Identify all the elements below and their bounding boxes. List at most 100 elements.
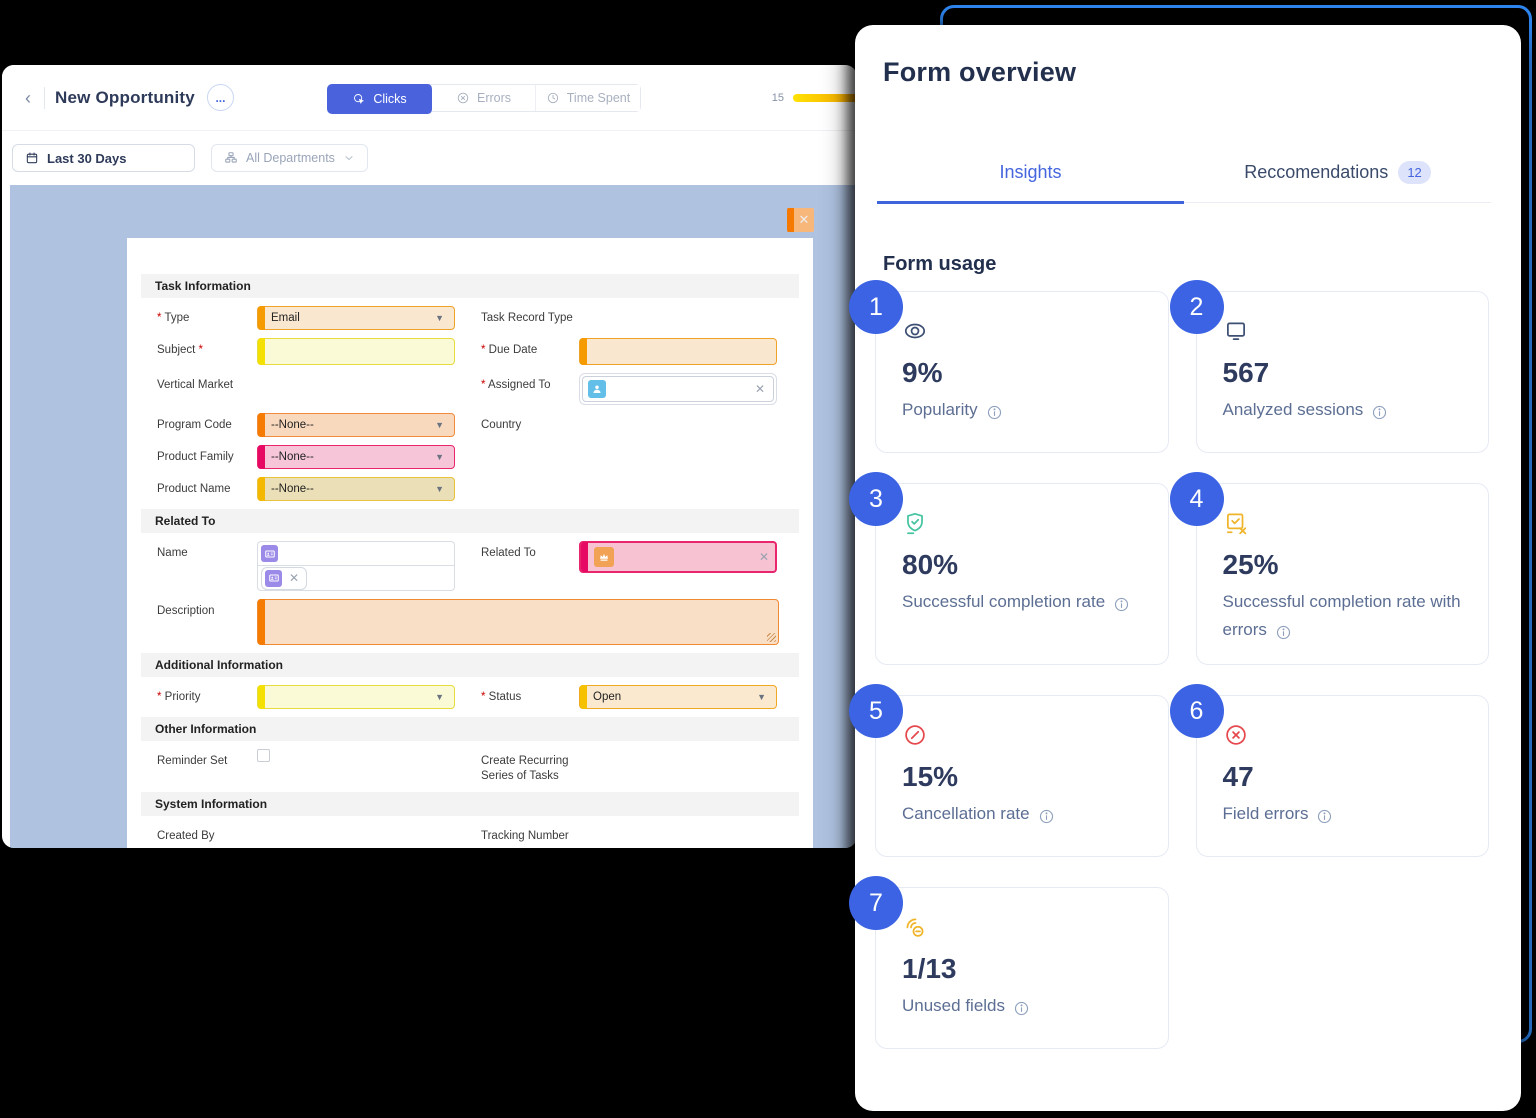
metric-value: 47 — [1222, 761, 1254, 793]
monitor-icon — [1223, 318, 1249, 344]
close-heat-button[interactable]: ✕ — [787, 208, 814, 232]
metric-value: 567 — [1222, 357, 1270, 388]
heat-intensity-bar — [581, 542, 588, 572]
back-button[interactable]: ‹ — [16, 86, 40, 110]
overview-tab-bar: Insights Reccomendations 12 — [877, 143, 1491, 204]
dropdown-arrow-icon: ▼ — [757, 692, 766, 702]
metric-card-successful-completion-rate: 3 80% Successful completion rate — [849, 472, 1169, 666]
heat-gradient-bar — [793, 94, 857, 102]
description-textarea[interactable] — [257, 599, 779, 645]
tab-clicks[interactable]: Clicks — [327, 84, 433, 114]
info-icon[interactable] — [1034, 803, 1053, 824]
assigned-to-lookup[interactable]: ✕ — [579, 373, 777, 405]
step-number-badge: 4 — [1169, 472, 1224, 526]
product-family-select[interactable]: --None-- ▼ — [257, 445, 455, 469]
info-icon[interactable] — [1109, 591, 1129, 612]
name-lookup[interactable]: ✕ — [257, 541, 455, 591]
field-label: Reminder Set — [157, 755, 228, 767]
field-label: Product Name — [157, 483, 231, 495]
info-icon[interactable] — [982, 399, 1001, 420]
form-row: Product Family --None-- ▼ — [157, 445, 799, 469]
x-circle-icon — [1223, 722, 1249, 748]
metric-label: Field errors — [1223, 800, 1465, 828]
step-number-badge: 6 — [1169, 684, 1224, 739]
form-row: Product Name --None-- ▼ — [157, 477, 799, 501]
section-header: Additional Information — [141, 653, 799, 677]
due-date-input[interactable] — [579, 338, 777, 365]
field-label: Description — [157, 605, 215, 617]
departments-filter[interactable]: All Departments — [211, 144, 368, 172]
heat-intensity-bar — [787, 208, 794, 232]
field-label: Subject * — [157, 344, 204, 356]
metric-value: 9% — [902, 357, 943, 388]
type-select[interactable]: Email ▼ — [257, 306, 455, 330]
clear-icon[interactable]: ✕ — [754, 382, 765, 396]
info-icon[interactable] — [1367, 399, 1387, 420]
tab-label: Clicks — [373, 92, 407, 106]
org-chart-icon — [225, 152, 237, 163]
selected-value: --None-- — [271, 419, 314, 431]
tab-reccomendations[interactable]: Reccomendations 12 — [1184, 143, 1491, 202]
subject-input[interactable] — [257, 338, 455, 365]
filter-bar: Last 30 Days All Departments — [2, 131, 857, 185]
tab-errors[interactable]: Errors — [432, 85, 536, 111]
info-icon[interactable] — [1009, 995, 1029, 1016]
program-code-select[interactable]: --None-- ▼ — [257, 413, 455, 437]
date-range-filter[interactable]: Last 30 Days — [12, 144, 195, 172]
contact-icon — [265, 569, 282, 587]
heat-intensity-bar — [258, 685, 265, 709]
field-label: Tracking Number — [481, 829, 569, 842]
field-label: Task Record Type — [481, 312, 573, 324]
heat-legend: 15 — [772, 92, 857, 104]
selected-value: --None-- — [271, 451, 314, 463]
heat-intensity-bar — [580, 338, 587, 365]
metric-label: Unused fields — [902, 992, 1144, 1020]
status-select[interactable]: Open ▼ — [579, 685, 777, 709]
form-row: Vertical Market * Assigned To ✕ — [157, 373, 799, 405]
calendar-icon — [26, 152, 38, 164]
field-label: Related To — [481, 547, 536, 559]
tab-time-spent[interactable]: Time Spent — [536, 85, 640, 111]
more-options-button[interactable]: ... — [206, 84, 234, 111]
remove-chip-icon[interactable]: ✕ — [289, 571, 300, 585]
tab-insights[interactable]: Insights — [877, 143, 1184, 204]
related-to-lookup[interactable]: ✕ — [579, 541, 777, 573]
legend-max-value: 15 — [771, 92, 784, 104]
date-range-value: Last 30 Days — [47, 150, 127, 166]
dropdown-arrow-icon: ▼ — [435, 484, 444, 494]
section-header: Task Information — [141, 274, 799, 298]
metric-card-analyzed-sessions: 2 567 Analyzed sessions — [1169, 280, 1489, 453]
clear-icon[interactable]: ✕ — [758, 550, 769, 564]
heat-intensity-bar — [258, 413, 265, 437]
page-title: New Opportunity — [55, 87, 195, 107]
field-label: Country — [481, 419, 522, 431]
product-name-select[interactable]: --None-- ▼ — [257, 477, 455, 501]
tab-label: Reccomendations — [1244, 162, 1389, 182]
opportunity-icon — [594, 547, 614, 567]
priority-select[interactable]: ▼ — [257, 685, 455, 709]
dropdown-arrow-icon: ▼ — [435, 692, 444, 702]
field-label: * Assigned To — [481, 379, 551, 391]
metric-label: Analyzed sessions — [1223, 396, 1465, 424]
field-label: * Due Date — [481, 344, 538, 356]
metric-label: Cancellation rate — [902, 800, 1144, 828]
selected-value: Email — [271, 312, 300, 324]
close-icon: ✕ — [794, 208, 814, 232]
contact-icon — [261, 545, 278, 562]
info-icon[interactable] — [1312, 803, 1332, 824]
field-label: * Status — [481, 691, 522, 703]
selected-value: --None-- — [271, 483, 314, 495]
info-icon[interactable] — [1271, 619, 1290, 640]
heat-intensity-bar — [580, 685, 587, 709]
resize-handle[interactable] — [767, 633, 776, 642]
tab-label: Time Spent — [566, 91, 631, 105]
form-row: Program Code --None-- ▼ Country — [157, 413, 799, 437]
click-minus-icon — [902, 914, 928, 940]
reminder-set-checkbox[interactable] — [257, 749, 270, 762]
heatmap-overlay-area: ✕ Task Information * Type Email ▼ Task Recor… — [10, 185, 857, 848]
required-asterisk: * — [481, 691, 489, 703]
form-error-icon — [1223, 510, 1249, 536]
selected-record-chip[interactable]: ✕ — [261, 566, 308, 590]
heat-intensity-bar — [258, 599, 265, 645]
